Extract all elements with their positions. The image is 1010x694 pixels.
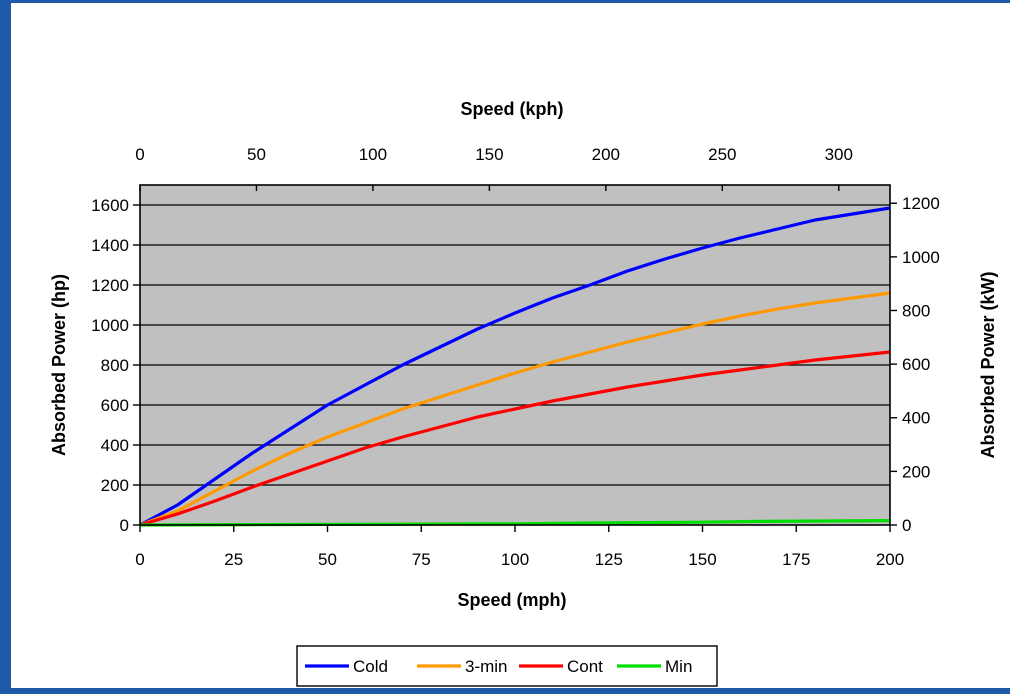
y2-tick-label-800: 800 (902, 301, 930, 320)
y-tick-label-400: 400 (101, 436, 129, 455)
y-tick-label-1000: 1000 (91, 316, 129, 335)
x-tick-label-75: 75 (412, 550, 431, 569)
y-tick-label-1400: 1400 (91, 236, 129, 255)
x-tick-label-125: 125 (595, 550, 623, 569)
x-tick-label-200: 200 (876, 550, 904, 569)
y-tick-label-1200: 1200 (91, 276, 129, 295)
y2-tick-label-1000: 1000 (902, 248, 940, 267)
x2-tick-label-250: 250 (708, 145, 736, 164)
x-tick-label-0: 0 (135, 550, 144, 569)
y2-tick-label-600: 600 (902, 355, 930, 374)
y2-tick-label-400: 400 (902, 409, 930, 428)
y-tick-label-800: 800 (101, 356, 129, 375)
y-tick-label-0: 0 (120, 516, 129, 535)
y-axis-title: Absorbed Power (hp) (49, 274, 69, 456)
series-line-cont (139, 350, 891, 527)
x-axis-title: Speed (mph) (457, 590, 566, 610)
legend-label-3-min: 3-min (465, 657, 508, 676)
y2-tick-label-0: 0 (902, 516, 911, 535)
x-tick-label-100: 100 (501, 550, 529, 569)
x2-tick-label-0: 0 (135, 145, 144, 164)
x2-tick-label-200: 200 (592, 145, 620, 164)
y2-tick-label-200: 200 (902, 462, 930, 481)
legend-label-min: Min (665, 657, 692, 676)
x-tick-label-25: 25 (224, 550, 243, 569)
x-tick-label-175: 175 (782, 550, 810, 569)
x2-axis-title: Speed (kph) (460, 99, 563, 119)
x-tick-label-150: 150 (688, 550, 716, 569)
x2-tick-label-300: 300 (825, 145, 853, 164)
x2-tick-label-150: 150 (475, 145, 503, 164)
plot-area (140, 185, 890, 525)
x2-tick-label-50: 50 (247, 145, 266, 164)
y-tick-label-200: 200 (101, 476, 129, 495)
series-line-3-min (139, 291, 891, 527)
legend-label-cold: Cold (353, 657, 388, 676)
series-line-cold (139, 206, 891, 527)
x-tick-label-50: 50 (318, 550, 337, 569)
legend: Cold 3-min Cont Min (296, 645, 718, 687)
chart: 0 25 50 75 100 125 150 175 200 0 50 100 150 200 250 300… (49, 99, 998, 687)
y-tick-label-1600: 1600 (91, 196, 129, 215)
legend-label-cont: Cont (567, 657, 603, 676)
chart-frame: 0 25 50 75 100 125 150 175 200 0 50 100 150 200 250 300… (11, 3, 1010, 688)
y2-axis-title: Absorbed Power (kW) (978, 271, 998, 458)
y2-tick-label-1200: 1200 (902, 194, 940, 213)
y-tick-label-600: 600 (101, 396, 129, 415)
x2-tick-label-100: 100 (359, 145, 387, 164)
